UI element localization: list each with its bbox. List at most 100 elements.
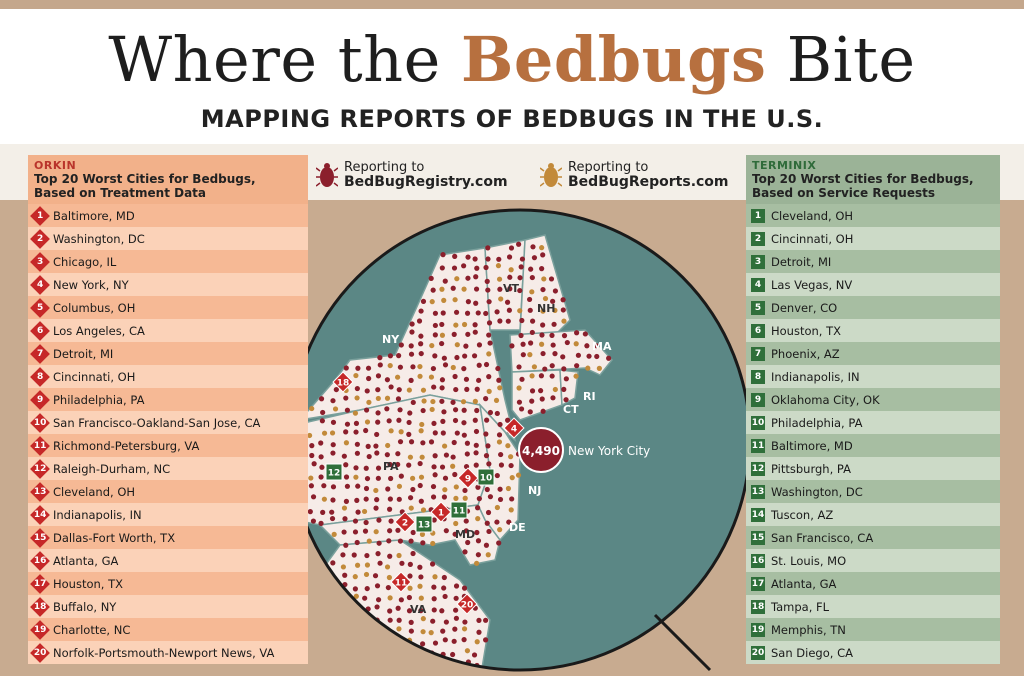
report-dot xyxy=(509,343,515,349)
report-dot xyxy=(344,483,351,489)
report-dot xyxy=(442,637,448,643)
terminix-rank-badge: 12 xyxy=(751,461,765,476)
report-dot xyxy=(395,605,401,611)
orkin-rank-number: 4 xyxy=(36,279,44,290)
terminix-map-marker-label: 11 xyxy=(453,507,466,517)
report-dot xyxy=(465,254,471,260)
orkin-city-name: Indianapolis, IN xyxy=(53,507,142,522)
report-dot xyxy=(463,518,469,524)
legend-reports: Reporting to BedBugReports.com xyxy=(540,160,729,190)
report-dot xyxy=(407,495,414,501)
orkin-city-row: 20 Norfolk-Portsmouth-Newport News, VA xyxy=(28,641,308,664)
terminix-rank-number: 10 xyxy=(751,417,765,428)
report-dot xyxy=(333,671,338,676)
report-dot xyxy=(418,574,424,580)
report-dot xyxy=(450,463,456,469)
report-dot xyxy=(375,395,381,402)
report-dot xyxy=(394,374,401,380)
terminix-rank-number: 7 xyxy=(754,348,762,359)
report-dot xyxy=(320,409,326,416)
report-dot xyxy=(471,652,478,658)
orkin-rank-number: 12 xyxy=(33,463,47,474)
terminix-city-name: Phoenix, AZ xyxy=(771,346,840,361)
legend-reports-line1: Reporting to xyxy=(568,160,649,175)
terminix-city-row: 7 Phoenix, AZ xyxy=(746,342,1000,365)
report-dot xyxy=(373,443,379,449)
state-label: DE xyxy=(509,521,526,534)
report-dot xyxy=(453,484,459,490)
report-dot xyxy=(586,353,592,359)
report-dot xyxy=(472,329,478,335)
report-dot xyxy=(372,573,379,579)
report-dot xyxy=(311,670,316,675)
report-dot xyxy=(376,639,382,645)
report-dot xyxy=(486,528,492,535)
report-dot xyxy=(387,617,393,623)
legend-registry-line2: BedBugRegistry.com xyxy=(344,174,508,190)
orkin-city-name: Dallas-Fort Worth, TX xyxy=(53,530,176,545)
orkin-rank-number: 7 xyxy=(36,348,44,359)
report-dot xyxy=(366,637,372,643)
orkin-rank-number: 13 xyxy=(33,486,47,497)
report-dot xyxy=(472,398,478,404)
report-dot xyxy=(552,288,559,294)
report-dot xyxy=(509,475,515,481)
report-dot xyxy=(364,628,370,634)
report-dot xyxy=(385,486,391,492)
report-dot xyxy=(408,663,414,669)
report-dot xyxy=(485,256,491,262)
report-dot xyxy=(366,399,372,405)
report-dot xyxy=(476,496,482,502)
orkin-map-marker xyxy=(457,467,479,489)
report-dot xyxy=(439,608,445,614)
report-dot xyxy=(494,410,500,417)
orkin-rank-number: 2 xyxy=(36,233,44,244)
report-dot xyxy=(443,619,449,625)
terminix-city-row: 3 Detroit, MI xyxy=(746,250,1000,273)
report-dot xyxy=(408,377,414,383)
report-dot xyxy=(485,509,492,516)
report-dot xyxy=(495,365,501,372)
report-dot xyxy=(386,538,392,544)
report-dot xyxy=(341,453,347,459)
report-dot xyxy=(343,440,350,446)
report-dot xyxy=(417,460,423,467)
report-dot xyxy=(573,373,579,379)
orkin-city-row: 4 New York, NY xyxy=(28,273,308,296)
terminix-rank-badge: 11 xyxy=(751,438,765,453)
report-dot xyxy=(363,427,369,434)
report-dot xyxy=(518,264,524,270)
terminix-rank-badge: 8 xyxy=(751,369,765,384)
report-dot xyxy=(574,363,580,369)
report-dot xyxy=(364,562,371,568)
report-dot xyxy=(529,289,535,295)
orkin-rank-number: 1 xyxy=(36,210,44,221)
report-dot xyxy=(377,560,383,566)
report-dot xyxy=(410,399,416,406)
report-dot xyxy=(540,408,546,414)
terminix-rank-number: 9 xyxy=(754,394,762,405)
report-dot xyxy=(496,377,502,383)
legend-registry-text: Reporting to BedBugRegistry.com xyxy=(344,160,508,190)
report-dot xyxy=(548,276,555,282)
terminix-map-marker xyxy=(415,515,433,533)
report-dot xyxy=(461,432,467,438)
orkin-rank-number: 14 xyxy=(33,509,47,520)
report-dot xyxy=(395,451,401,457)
report-dot xyxy=(322,651,328,658)
report-dot xyxy=(440,418,446,424)
report-dot xyxy=(311,627,317,634)
report-dot xyxy=(474,505,481,511)
orkin-rank-number: 19 xyxy=(33,624,47,635)
report-dot xyxy=(351,639,357,646)
terminix-rank-number: 13 xyxy=(751,486,765,497)
report-dot xyxy=(442,593,448,600)
report-dot xyxy=(461,420,467,426)
report-dot xyxy=(376,628,382,634)
report-dot xyxy=(453,607,459,613)
report-dot xyxy=(517,287,523,294)
terminix-city-row: 19 Memphis, TN xyxy=(746,618,1000,641)
report-dot xyxy=(398,597,404,603)
report-dot xyxy=(351,552,357,558)
report-dot xyxy=(309,405,315,412)
